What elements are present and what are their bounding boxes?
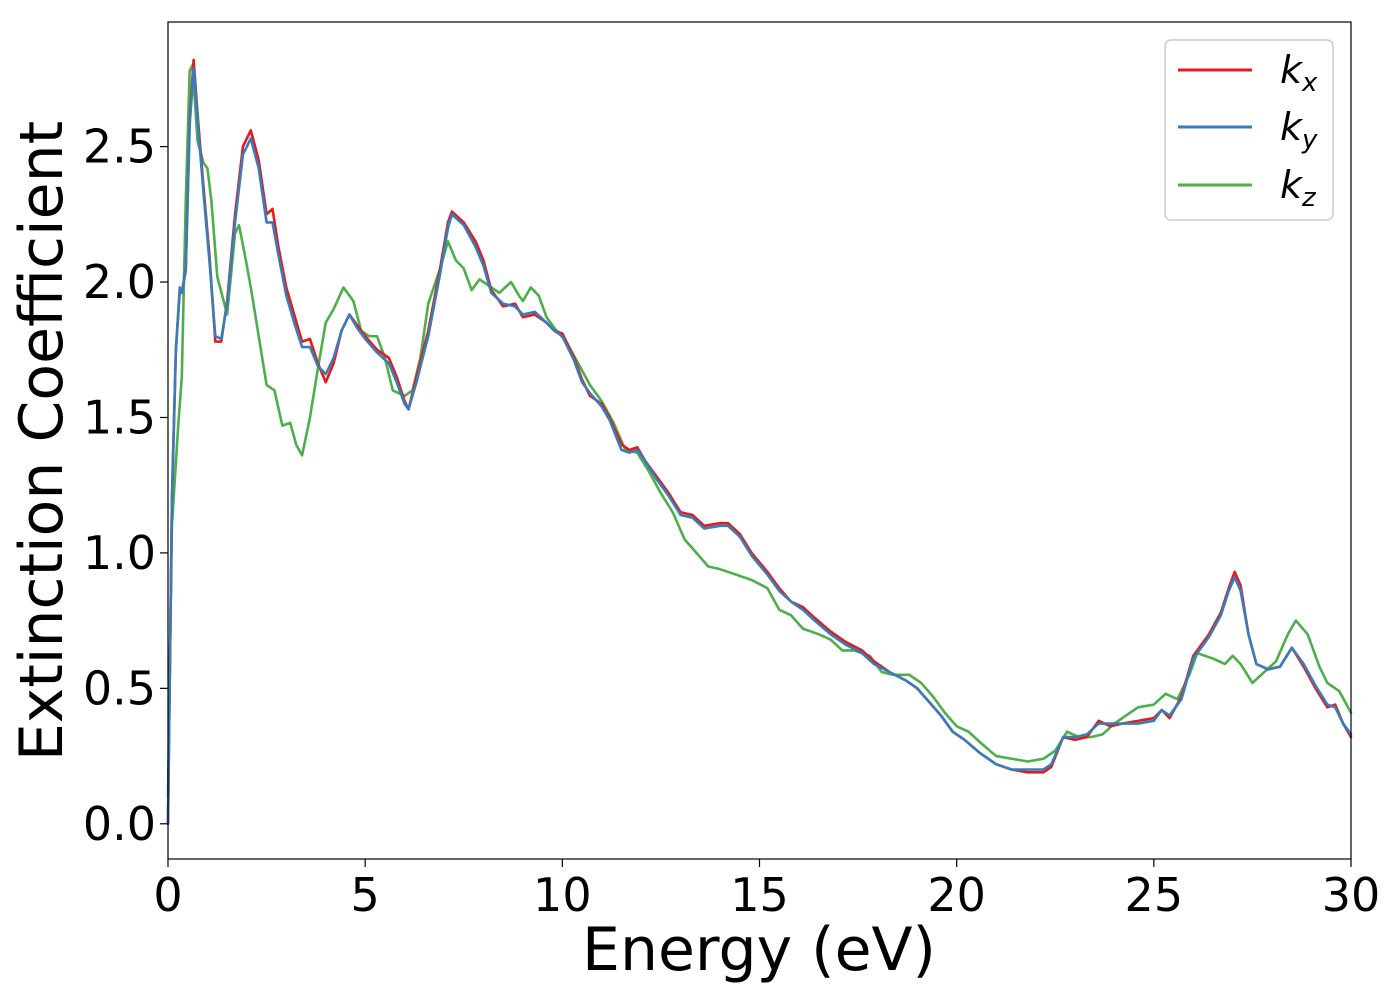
legend-label-kx-main: k	[1280, 48, 1304, 92]
series-line-kx	[166, 58, 1353, 826]
y-tick-label: 2.5	[83, 120, 156, 174]
legend-label-ky: ky	[1280, 105, 1318, 155]
legend-label-kx: kx	[1280, 48, 1318, 98]
series-layer	[166, 58, 1353, 826]
x-tick-label: 0	[153, 868, 182, 922]
legend-label-kz: kz	[1280, 163, 1317, 213]
y-tick-label: 1.0	[83, 526, 156, 580]
y-tick-label: 0.5	[83, 661, 156, 715]
y-tick-label: 2.0	[83, 255, 156, 309]
legend-label-kx-sub: x	[1301, 68, 1318, 98]
legend-box	[1164, 39, 1334, 221]
y-tick-label: 1.5	[83, 390, 156, 444]
x-tick-label: 10	[533, 868, 592, 922]
x-tick-label: 30	[1322, 868, 1381, 922]
x-tick-label: 20	[927, 868, 986, 922]
y-tick-label: 0.0	[83, 797, 156, 851]
x-tick-label: 5	[351, 868, 380, 922]
x-axis: 0 5 10 15 20 25 30	[153, 859, 1380, 922]
y-axis-title: Extinction Coefficient	[7, 121, 77, 761]
legend-label-ky-sub: y	[1301, 125, 1318, 155]
y-axis: 0.0 0.5 1.0 1.5 2.0 2.5	[83, 120, 168, 851]
legend: kx ky kz	[1164, 39, 1334, 221]
series-line-ky	[166, 66, 1353, 826]
legend-label-kz-main: k	[1280, 163, 1304, 207]
legend-label-kz-sub: z	[1301, 183, 1317, 213]
x-tick-label: 25	[1125, 868, 1184, 922]
x-axis-title: Energy (eV)	[582, 915, 936, 985]
legend-label-ky-main: k	[1280, 105, 1304, 149]
x-tick-label: 15	[730, 868, 789, 922]
